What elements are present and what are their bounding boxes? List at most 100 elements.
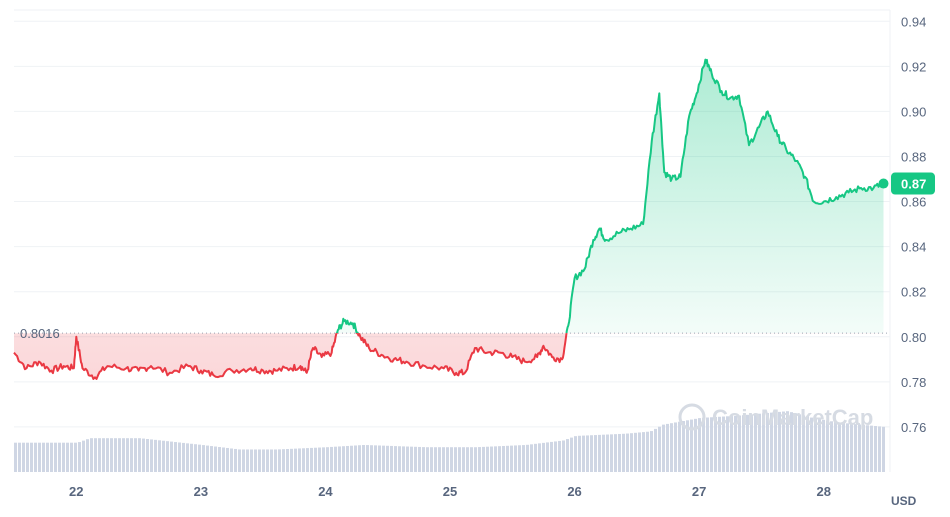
volume-bar (494, 446, 497, 472)
volume-bar (610, 434, 613, 472)
volume-bar (814, 418, 817, 472)
volume-bar (250, 449, 253, 472)
volume-bar (374, 445, 377, 472)
y-tick-label: 0.78 (901, 375, 926, 390)
volume-bar (334, 446, 337, 472)
volume-bar (450, 447, 453, 472)
coinmarketcap-logo-icon (678, 403, 706, 431)
volume-bar (598, 434, 601, 472)
volume-bar (302, 448, 305, 472)
volume-bar (90, 438, 93, 472)
volume-bar (582, 435, 585, 472)
volume-bar (874, 426, 877, 472)
volume-bar (754, 414, 757, 472)
volume-bar (798, 414, 801, 472)
y-tick-label: 0.76 (901, 420, 926, 435)
volume-bar (518, 445, 521, 472)
y-axis-ticks: 0.76 0.78 0.80 0.82 0.84 0.86 0.88 0.90 0.92 0.94 (901, 14, 926, 435)
volume-bar (390, 445, 393, 472)
volume-bar (810, 417, 813, 472)
volume-bar (570, 437, 573, 472)
volume-bar (326, 447, 329, 472)
x-tick-label: 26 (567, 484, 581, 499)
volume-bar (110, 438, 113, 472)
price-area-down (14, 333, 884, 379)
volume-bar (594, 435, 597, 472)
volume-bar (674, 422, 677, 472)
volume-bar (654, 428, 657, 472)
volume-bar (778, 411, 781, 472)
volume-bar (266, 449, 269, 472)
volume-bar (590, 435, 593, 472)
volume-bar (554, 441, 557, 472)
volume-bar (214, 446, 217, 472)
volume-bar (246, 449, 249, 472)
volume-bar (258, 449, 261, 472)
volume-bar (138, 438, 141, 472)
x-tick-label: 22 (69, 484, 83, 499)
x-tick-label: 28 (816, 484, 830, 499)
volume-bar (22, 442, 25, 472)
volume-bar (854, 424, 857, 472)
volume-bar (586, 435, 589, 472)
volume-bar (558, 440, 561, 472)
volume-bar (826, 420, 829, 472)
volume-bar (482, 446, 485, 472)
volume-bar (294, 448, 297, 472)
volume-bar (614, 434, 617, 472)
volume-bar (106, 438, 109, 472)
x-tick-label: 24 (318, 484, 333, 499)
volume-bar (446, 447, 449, 472)
volume-bar (506, 445, 509, 472)
price-line-down (13, 333, 568, 380)
volume-bar (634, 432, 637, 472)
volume-bar (154, 439, 157, 472)
volume-bar (70, 442, 73, 472)
current-price-dot (878, 178, 889, 189)
volume-bar (46, 442, 49, 472)
volume-bar (78, 442, 81, 472)
volume-bar (122, 438, 125, 472)
current-price-label: 0.87 (901, 177, 926, 192)
volume-bar (718, 416, 721, 472)
volume-bar (430, 447, 433, 472)
volume-bar (662, 424, 665, 472)
volume-bar (14, 442, 17, 472)
volume-bar (98, 438, 101, 472)
volume-bar (870, 425, 873, 472)
volume-bar (638, 432, 641, 472)
volume-bar (830, 421, 833, 472)
volume-bar (666, 423, 669, 472)
volume-bar (398, 446, 401, 472)
volume-bar (362, 445, 365, 472)
volume-bar (822, 419, 825, 472)
volume-bar (734, 415, 737, 472)
volume-bar (546, 442, 549, 472)
volume-bar (30, 442, 33, 472)
volume-bar (442, 447, 445, 472)
watermark: CoinMarketCap (678, 403, 873, 431)
volume-bar (474, 447, 477, 472)
volume-bar (694, 418, 697, 472)
volume-bar (66, 442, 69, 472)
volume-bar (190, 443, 193, 472)
volume-bar (194, 444, 197, 472)
current-price-badge-bg (891, 172, 935, 195)
volume-bar (622, 433, 625, 472)
volume-bar (846, 423, 849, 472)
volume-bar (50, 442, 53, 472)
volume-bar (862, 424, 865, 472)
volume-bar (382, 445, 385, 472)
volume-bar (262, 449, 265, 472)
volume-bars (14, 411, 885, 472)
volume-bar (58, 442, 61, 472)
volume-bar (318, 447, 321, 472)
volume-bar (386, 445, 389, 472)
volume-bar (254, 449, 257, 472)
volume-bar (530, 444, 533, 472)
volume-bar (842, 422, 845, 472)
volume-bar (42, 442, 45, 472)
volume-bar (502, 445, 505, 472)
volume-bar (394, 446, 397, 472)
